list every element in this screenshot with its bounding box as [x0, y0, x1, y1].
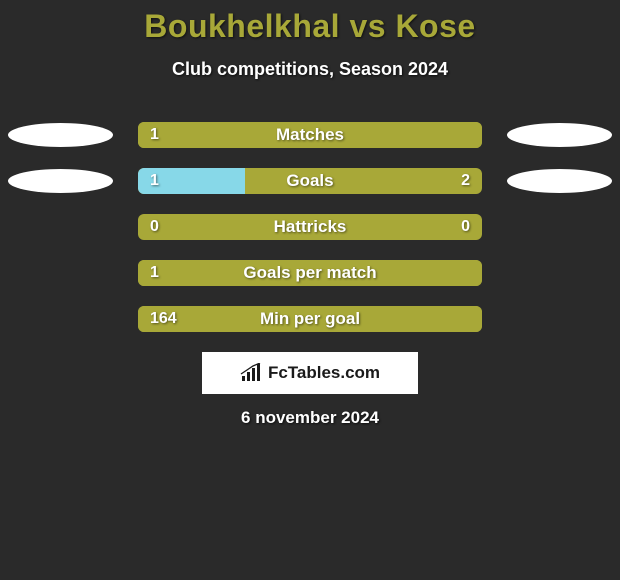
stat-row: 1Matches: [0, 122, 620, 148]
stat-value-left: 1: [150, 260, 159, 286]
player-left-marker: [8, 169, 113, 193]
stat-row: 0 0Hattricks: [0, 214, 620, 240]
brand-box: FcTables.com: [202, 352, 418, 394]
comparison-infographic: Boukhelkhal vs Kose Club competitions, S…: [0, 0, 620, 428]
subtitle: Club competitions, Season 2024: [0, 59, 620, 80]
player-right-marker: [507, 169, 612, 193]
stat-bar: 164Min per goal: [138, 306, 482, 332]
player-left-marker: [8, 123, 113, 147]
stat-row: 1Goals per match: [0, 260, 620, 286]
stat-bar-fill-left: [138, 122, 482, 148]
brand-text: FcTables.com: [268, 363, 380, 383]
stat-row: 164Min per goal: [0, 306, 620, 332]
stat-label: Hattricks: [138, 214, 482, 240]
player-right-marker: [507, 123, 612, 147]
stat-bar: 12Goals: [138, 168, 482, 194]
stat-value-right: 0: [461, 214, 470, 240]
stat-bar: 1Matches: [138, 122, 482, 148]
chart-icon: [240, 363, 264, 383]
stat-value-left: 164: [150, 306, 177, 332]
stat-bar: 1Goals per match: [138, 260, 482, 286]
date-text: 6 november 2024: [0, 408, 620, 428]
stat-bar-fill-left: [138, 306, 482, 332]
stat-row: 12Goals: [0, 168, 620, 194]
stat-bar-fill-left: [138, 260, 482, 286]
stat-value-left: 0: [150, 214, 159, 240]
stat-rows: 1Matches12Goals00Hattricks1Goals per mat…: [0, 122, 620, 332]
stat-value-right: 2: [461, 168, 470, 194]
stat-value-left: 1: [150, 122, 159, 148]
page-title: Boukhelkhal vs Kose: [0, 8, 620, 45]
stat-value-left: 1: [150, 168, 159, 194]
stat-bar: 0 0Hattricks: [138, 214, 482, 240]
